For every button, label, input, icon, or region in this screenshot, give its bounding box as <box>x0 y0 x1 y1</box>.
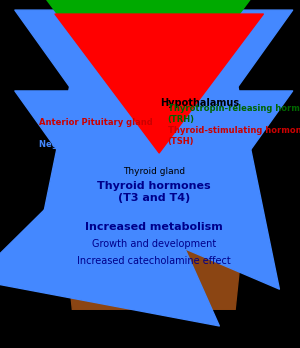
Text: Hypothalamus: Hypothalamus <box>160 98 239 108</box>
Text: Growth and development: Growth and development <box>92 239 216 249</box>
Polygon shape <box>141 133 167 157</box>
Text: Anterior Pituitary gland: Anterior Pituitary gland <box>39 118 153 127</box>
Text: Thyroid-stimulating hormone
(TSH): Thyroid-stimulating hormone (TSH) <box>168 126 300 146</box>
Polygon shape <box>57 161 250 310</box>
Ellipse shape <box>182 146 252 181</box>
Text: Negative feedback: Negative feedback <box>39 140 128 149</box>
Text: Increased catecholamine effect: Increased catecholamine effect <box>77 256 231 266</box>
Ellipse shape <box>137 153 154 162</box>
Text: Increased metabolism: Increased metabolism <box>85 222 223 231</box>
Ellipse shape <box>153 153 170 162</box>
Text: Thyroid gland: Thyroid gland <box>123 166 185 175</box>
Text: Thyroid hormones
(T3 and T4): Thyroid hormones (T3 and T4) <box>97 181 211 203</box>
Ellipse shape <box>55 146 125 181</box>
Text: Thyrotropin-releasing hormone
(TRH): Thyrotropin-releasing hormone (TRH) <box>168 104 300 124</box>
Ellipse shape <box>130 72 177 110</box>
Ellipse shape <box>124 66 183 116</box>
Circle shape <box>113 57 194 137</box>
Ellipse shape <box>149 154 158 160</box>
